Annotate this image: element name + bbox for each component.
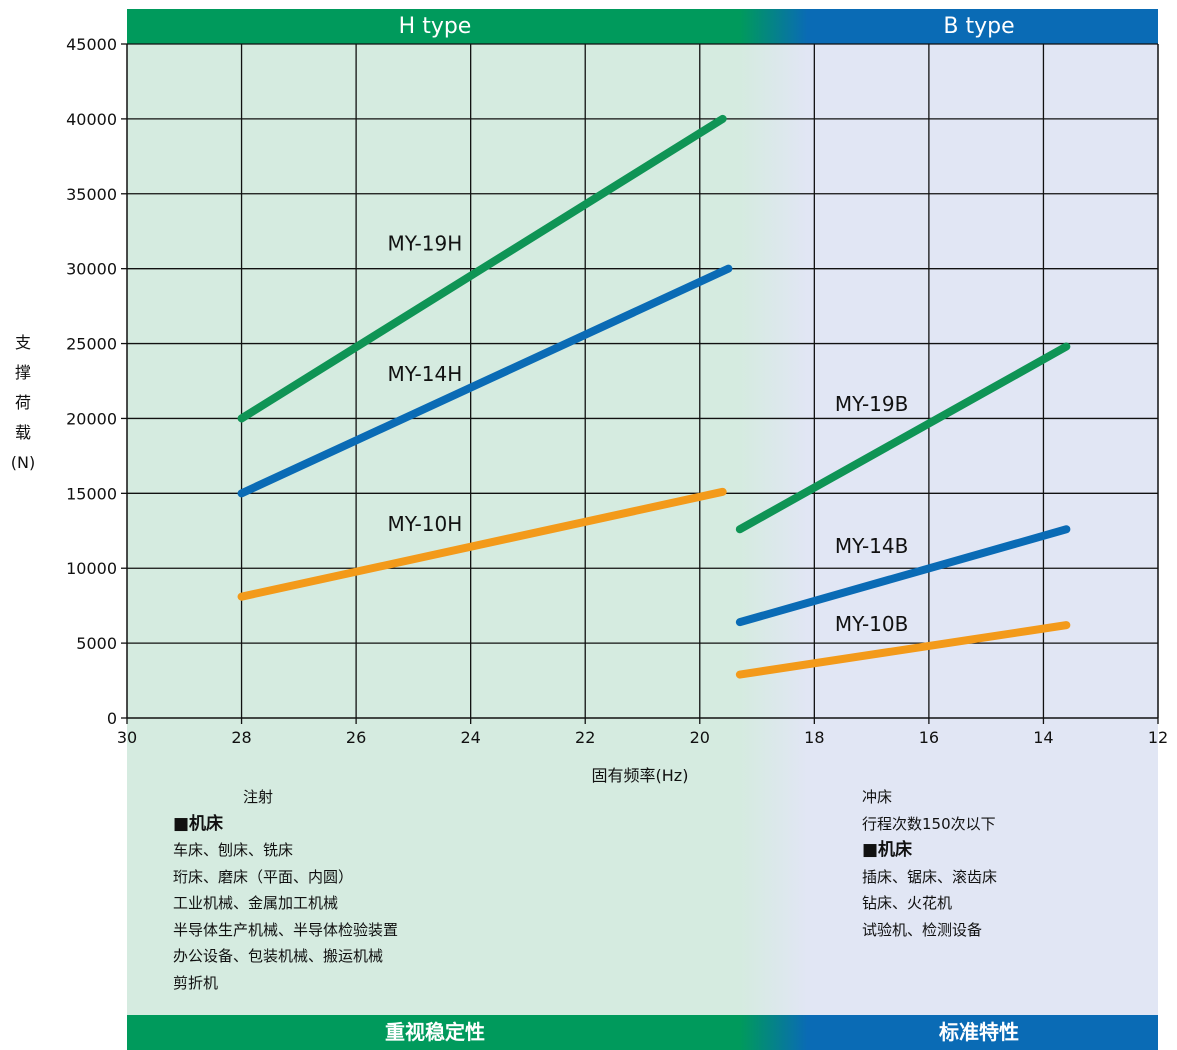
h-type-applications: 注射 ■机床 车床、刨床、铣床 珩床、磨床（平面、内圆） 工业机械、金属加工机械… — [173, 784, 398, 996]
x-tick-label: 12 — [1148, 728, 1168, 747]
y-tick-label: 15000 — [66, 484, 117, 503]
y-tick-label: 10000 — [66, 559, 117, 578]
series-label-my-14h: MY-14H — [387, 362, 462, 386]
y-axis-label-char: 载 — [14, 423, 31, 442]
x-axis-label: 固有频率(Hz) — [591, 766, 689, 785]
zone-background — [127, 44, 1158, 1015]
bottom-banner — [127, 1015, 1158, 1050]
x-tick-label: 20 — [690, 728, 710, 747]
series-label-my-19h: MY-19H — [387, 232, 462, 256]
h-application-line: 珩床、磨床（平面、内圆） — [173, 867, 354, 886]
y-axis-label-char: 撑 — [14, 363, 31, 382]
standard-banner-label: 标准特性 — [939, 1020, 1019, 1044]
y-tick-label: 30000 — [66, 260, 117, 279]
series-label-my-10b: MY-10B — [835, 612, 909, 636]
h-application-top: 注射 — [243, 788, 274, 806]
b-application-top: 行程次数150次以下 — [862, 814, 996, 833]
h-application-line: 剪折机 — [173, 973, 219, 992]
b-application-top: 冲床 — [862, 788, 893, 806]
y-tick-label: 5000 — [76, 634, 117, 653]
x-tick-label: 16 — [919, 728, 939, 747]
x-tick-label: 24 — [460, 728, 480, 747]
h-application-line: 车床、刨床、铣床 — [173, 841, 294, 859]
b-application-line: 插床、锯床、滚齿床 — [862, 867, 998, 886]
series-label-my-14b: MY-14B — [835, 534, 909, 558]
y-axis-label-char: 荷 — [14, 393, 31, 412]
h-application-line: 工业机械、金属加工机械 — [173, 894, 339, 912]
b-type-applications: 冲床 行程次数150次以下 ■机床 插床、锯床、滚齿床 钻床、火花机 试验机、检… — [862, 784, 997, 943]
top-banner — [127, 9, 1158, 44]
y-axis-label-unit: (N) — [10, 453, 36, 472]
y-tick-label: 25000 — [66, 335, 117, 354]
x-tick-label: 18 — [804, 728, 824, 747]
x-tick-label: 28 — [231, 728, 251, 747]
series-line-my-19b — [735, 342, 1071, 534]
b-application-heading: ■机床 — [862, 840, 913, 860]
y-axis-label-char: 支 — [14, 333, 31, 352]
h-application-line: 办公设备、包装机械、搬运机械 — [173, 947, 384, 965]
series-label-my-19b: MY-19B — [835, 392, 909, 416]
y-axis-label: 支 撑 荷 载 (N) — [8, 328, 38, 478]
x-tick-label: 30 — [117, 728, 137, 747]
y-tick-label: 35000 — [66, 185, 117, 204]
b-application-line: 钻床、火花机 — [862, 894, 953, 912]
x-tick-label: 26 — [346, 728, 366, 747]
h-type-banner-label: H type — [398, 14, 472, 39]
series-line-my-10h — [237, 487, 727, 601]
series-line-my-19h — [237, 114, 727, 423]
series-line-my-14b — [735, 525, 1071, 627]
series-label-my-10h: MY-10H — [387, 512, 462, 536]
series-line-my-14h — [237, 264, 733, 498]
x-tick-label: 22 — [575, 728, 595, 747]
h-application-heading: ■机床 — [173, 813, 224, 834]
h-application-line: 半导体生产机械、半导体检验装置 — [173, 920, 399, 939]
series-line-my-10b — [735, 621, 1071, 679]
b-application-line: 试验机、检测设备 — [862, 920, 983, 939]
y-tick-label: 0 — [107, 709, 117, 728]
y-tick-label: 45000 — [66, 35, 117, 54]
y-tick-label: 20000 — [66, 409, 117, 428]
x-tick-label: 14 — [1033, 728, 1053, 747]
stability-banner-label: 重视稳定性 — [385, 1020, 485, 1044]
y-tick-label: 40000 — [66, 110, 117, 129]
b-type-banner-label: B type — [943, 14, 1015, 39]
